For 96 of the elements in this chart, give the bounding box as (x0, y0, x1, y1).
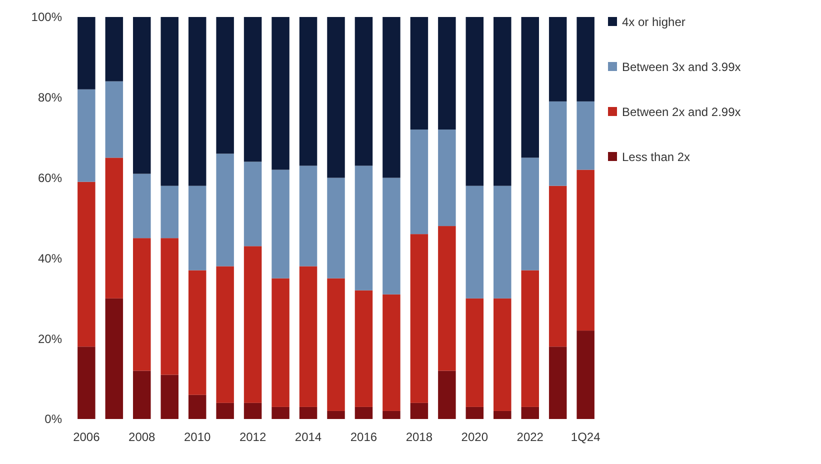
bar (548, 101, 567, 186)
y-tick-label: 80% (38, 90, 62, 105)
bar (133, 174, 151, 238)
bar (299, 266, 318, 407)
bar (133, 238, 151, 371)
legend-label: 4x or higher (622, 15, 686, 30)
bar (438, 370, 456, 419)
bar (188, 270, 206, 395)
bar (299, 17, 318, 166)
bar (78, 346, 96, 419)
y-tick-label: 40% (38, 251, 62, 266)
bar (133, 17, 151, 174)
bar (382, 17, 400, 178)
y-tick-label: 100% (31, 10, 62, 24)
bar (272, 17, 290, 170)
bar (160, 238, 178, 375)
bar (105, 17, 124, 82)
bar (382, 178, 400, 294)
bar (78, 89, 96, 182)
bar (521, 158, 539, 270)
bar (521, 270, 539, 407)
bar (494, 410, 512, 419)
bar (494, 298, 512, 411)
bar (576, 170, 594, 331)
x-tick-label: 2016 (350, 430, 378, 444)
bar (216, 402, 234, 419)
bar (354, 290, 373, 407)
bar (548, 17, 567, 102)
bar (521, 406, 539, 419)
bar (576, 330, 594, 419)
bar (354, 406, 373, 419)
bar (410, 402, 428, 419)
legend-label: Between 2x and 2.99x (622, 105, 741, 120)
bar (78, 182, 96, 347)
bar (548, 346, 567, 419)
bar (410, 234, 428, 403)
legend-label: Between 3x and 3.99x (622, 60, 741, 74)
bar (244, 246, 262, 403)
bar (216, 17, 234, 154)
bar (494, 186, 512, 298)
bar (354, 17, 373, 166)
bar (466, 17, 484, 186)
legend-label: Less than 2x (622, 150, 690, 164)
bar (354, 166, 373, 290)
bar (160, 17, 178, 186)
y-tick-label: 0% (44, 412, 62, 426)
bar (576, 17, 594, 102)
bar (188, 186, 206, 270)
y-tick-label: 20% (38, 332, 62, 346)
x-tick-label: 2012 (239, 430, 266, 444)
bar (216, 266, 234, 403)
bar (327, 17, 345, 178)
bar (188, 394, 206, 419)
x-tick-label: 2006 (73, 430, 100, 444)
bar (216, 154, 234, 266)
bar (78, 17, 96, 90)
bar (410, 130, 428, 234)
x-tick-label: 2010 (184, 430, 212, 444)
bar (438, 226, 456, 371)
bar (272, 278, 290, 407)
bar (299, 166, 318, 266)
bar (327, 178, 345, 278)
x-tick-label: 2008 (128, 430, 156, 444)
bar (244, 162, 262, 246)
x-tick-label: 2018 (406, 430, 433, 444)
bar (494, 17, 512, 186)
bar (244, 17, 262, 162)
bar (327, 410, 345, 419)
bar (188, 17, 206, 186)
x-tick-label: 1Q24 (570, 430, 601, 444)
bar (382, 294, 400, 411)
bar (466, 298, 484, 407)
bar (382, 410, 400, 419)
bar (160, 374, 178, 419)
bar (105, 298, 124, 419)
bar (438, 17, 456, 130)
bar (272, 170, 290, 278)
x-tick-label: 2014 (294, 430, 322, 444)
bar (548, 186, 567, 347)
x-tick-label: 2022 (516, 430, 544, 444)
x-tick-label: 2020 (461, 430, 488, 444)
bar (327, 278, 345, 411)
bar (299, 406, 318, 419)
bar (466, 406, 484, 419)
bar (244, 402, 262, 419)
bar (576, 101, 594, 170)
bar (160, 186, 178, 238)
bar (438, 130, 456, 226)
bar (272, 406, 290, 419)
bar (410, 17, 428, 130)
bar (105, 158, 124, 298)
bar (466, 186, 484, 298)
y-tick-label: 60% (38, 171, 62, 185)
bar (105, 81, 124, 158)
bar (521, 17, 539, 158)
bar (133, 370, 151, 419)
